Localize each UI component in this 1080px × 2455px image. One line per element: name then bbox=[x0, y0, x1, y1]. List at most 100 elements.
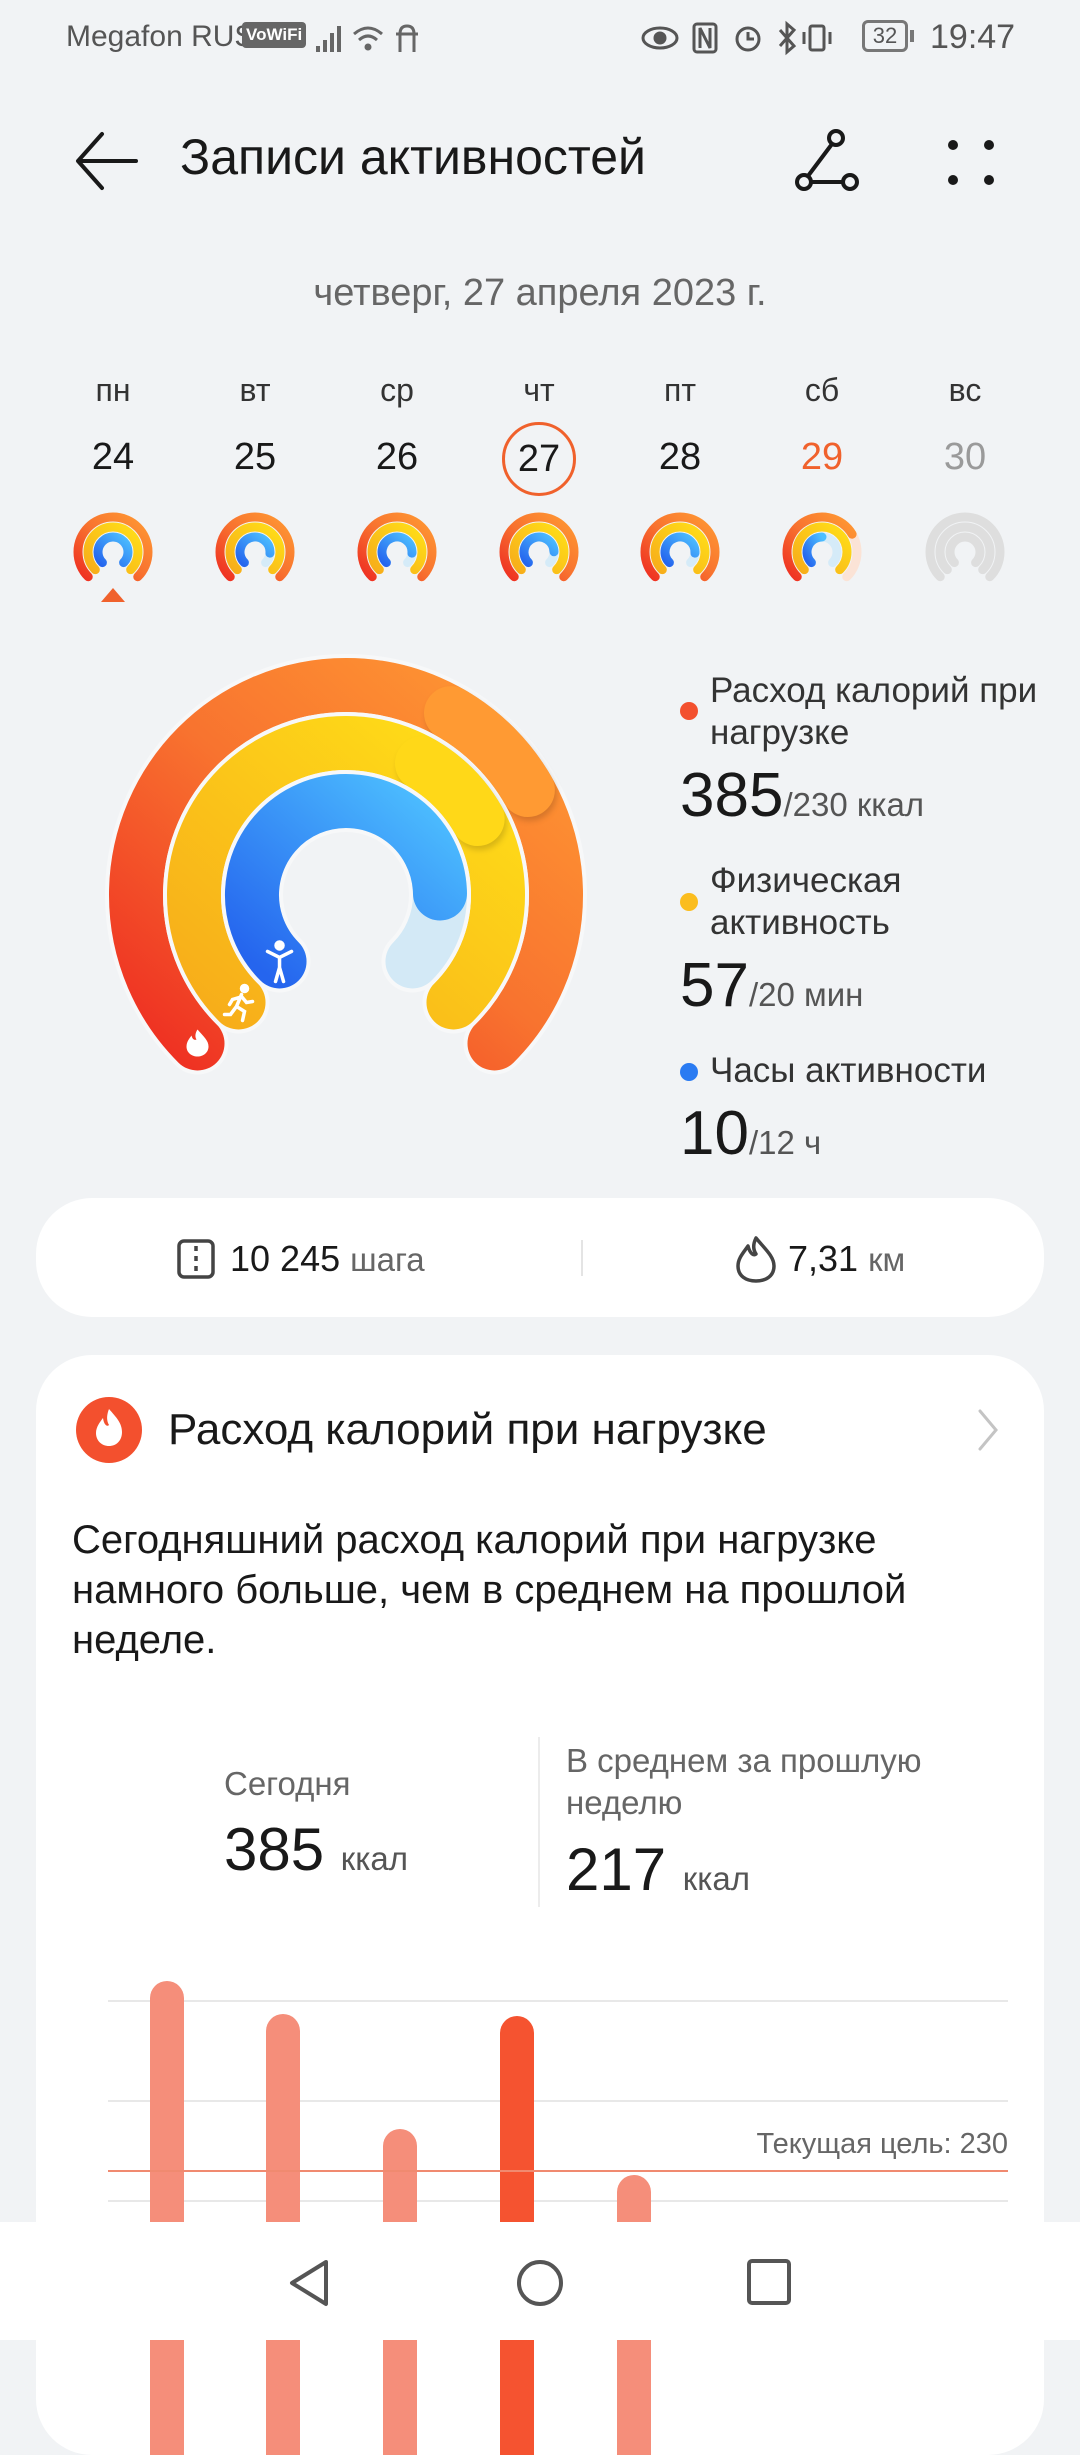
weekday-label: чт bbox=[523, 372, 555, 408]
day-activity-rings[interactable] bbox=[63, 502, 163, 602]
ring-track bbox=[945, 532, 985, 568]
carrier-name: Megafon RUS bbox=[66, 20, 255, 53]
weekday-label: вт bbox=[239, 372, 271, 408]
day-number: 28 bbox=[658, 436, 702, 478]
vowifi-badge: VoWiFi bbox=[242, 22, 307, 48]
day-26[interactable]: 26 bbox=[337, 436, 457, 479]
day-28[interactable]: 28 bbox=[620, 436, 740, 479]
day-24[interactable]: 24 bbox=[53, 436, 173, 479]
day-number: 25 bbox=[233, 436, 277, 478]
activity-rings[interactable] bbox=[0, 620, 680, 1160]
avg-label: В среднем за прошлую неделю bbox=[566, 1742, 922, 1821]
calories-goal: /230 ккал bbox=[783, 786, 925, 823]
page-title: Записи активностей bbox=[180, 129, 646, 185]
avg-number: 217 bbox=[566, 1836, 667, 1903]
steps-value: 10 245 bbox=[230, 1238, 341, 1279]
calories-legend-dot bbox=[680, 702, 698, 720]
divider bbox=[581, 1240, 583, 1276]
day-number: 29 bbox=[800, 436, 844, 478]
calories-ring bbox=[499, 512, 579, 582]
day-number: 27 bbox=[502, 422, 576, 496]
weekday-label: сб bbox=[804, 372, 840, 408]
hours-legend-dot bbox=[680, 1063, 698, 1081]
calorie-card-title[interactable]: Расход калорий при нагрузке bbox=[168, 1405, 767, 1454]
day-25[interactable]: 25 bbox=[195, 436, 315, 479]
nav-home-icon[interactable] bbox=[515, 2258, 565, 2308]
hours-current: 10 bbox=[680, 1099, 749, 1168]
calorie-description: Сегодняшний расход калорий при нагрузке … bbox=[72, 1518, 907, 1662]
exercise-ring bbox=[650, 522, 710, 575]
running-icon bbox=[222, 983, 255, 1023]
route-icon[interactable] bbox=[790, 124, 864, 198]
hours-ring bbox=[235, 532, 275, 568]
day-number: 24 bbox=[91, 436, 135, 478]
standing-person-icon bbox=[265, 940, 294, 984]
exercise-value: 57/20 мин bbox=[680, 950, 863, 1021]
avg-unit: ккал bbox=[682, 1860, 750, 1897]
steps-distance-card[interactable]: 10 245 шага 7,31 км bbox=[36, 1198, 1044, 1317]
exercise-ring-progress bbox=[167, 716, 525, 1030]
calories-value: 385/230 ккал bbox=[680, 760, 924, 831]
day-activity-rings[interactable] bbox=[347, 502, 447, 602]
day-number: 26 bbox=[375, 436, 419, 478]
exercise-ring bbox=[792, 522, 852, 575]
calories-ring bbox=[73, 512, 153, 582]
exercise-ring bbox=[509, 522, 569, 575]
day-activity-rings[interactable] bbox=[772, 502, 872, 602]
exercise-goal: /20 мин bbox=[748, 976, 864, 1013]
status-bar: Megafon RUS VoWiFi 32 19:47 bbox=[0, 0, 1080, 80]
divider bbox=[538, 1737, 540, 1907]
day-activity-rings[interactable] bbox=[630, 502, 730, 602]
calorie-flame-icon bbox=[76, 1397, 142, 1463]
exercise-legend-dot bbox=[680, 893, 698, 911]
chevron-right-icon[interactable] bbox=[976, 1407, 1000, 1453]
day-29[interactable]: 29 bbox=[762, 436, 882, 479]
bar-0[interactable] bbox=[150, 1981, 184, 2455]
calories-ring bbox=[640, 512, 720, 582]
weekday-label: ср bbox=[380, 372, 414, 408]
exercise-ring bbox=[367, 522, 427, 575]
day-activity-rings[interactable] bbox=[205, 502, 305, 602]
nav-back-icon[interactable] bbox=[286, 2258, 332, 2308]
hours-value: 10/12 ч bbox=[680, 1098, 821, 1169]
navigation-bar bbox=[0, 2222, 1080, 2340]
exercise-ring bbox=[83, 522, 143, 575]
steps-summary: 10 245 шага bbox=[230, 1238, 425, 1280]
nav-recents-icon[interactable] bbox=[746, 2258, 792, 2308]
more-options-icon[interactable] bbox=[944, 136, 1000, 192]
day-activity-rings[interactable] bbox=[915, 502, 1015, 602]
calories-ring bbox=[215, 512, 295, 582]
hours-ring bbox=[519, 532, 559, 568]
steps-unit: шага bbox=[350, 1241, 425, 1278]
today-unit: ккал bbox=[340, 1840, 408, 1877]
system-icons bbox=[641, 20, 832, 56]
today-value: 385 ккал bbox=[224, 1815, 408, 1884]
clock: 19:47 bbox=[930, 18, 1016, 56]
selected-date: четверг, 27 апреля 2023 г. bbox=[313, 272, 767, 314]
hours-goal: /12 ч bbox=[748, 1124, 822, 1161]
back-arrow-icon[interactable] bbox=[74, 128, 144, 194]
signal-wifi-icons bbox=[316, 24, 418, 52]
flame-icon bbox=[186, 1029, 209, 1057]
hours-ring-progress bbox=[225, 774, 467, 989]
exercise-current: 57 bbox=[680, 951, 749, 1020]
hours-ring bbox=[93, 532, 133, 568]
weekday-label: пт bbox=[664, 372, 696, 408]
day-27[interactable]: 27 bbox=[479, 422, 599, 496]
calories-ring-progress bbox=[109, 658, 583, 1071]
calories-ring-overlap bbox=[424, 686, 555, 817]
weekday-label: вс bbox=[948, 372, 982, 408]
hours-ring bbox=[660, 532, 700, 568]
day-activity-rings[interactable] bbox=[489, 502, 589, 602]
today-label: Сегодня bbox=[224, 1765, 351, 1802]
today-number: 385 bbox=[224, 1816, 325, 1883]
hours-ring bbox=[802, 532, 827, 568]
distance-unit: км bbox=[868, 1241, 906, 1278]
battery-indicator: 32 bbox=[862, 20, 908, 52]
ring-track bbox=[935, 522, 995, 575]
distance-summary: 7,31 км bbox=[788, 1238, 905, 1280]
day-30[interactable]: 30 bbox=[905, 436, 1025, 479]
day-number: 30 bbox=[943, 436, 987, 478]
calories-ring bbox=[357, 512, 437, 582]
goal-label: Текущая цель: 230 bbox=[756, 2128, 1008, 2160]
